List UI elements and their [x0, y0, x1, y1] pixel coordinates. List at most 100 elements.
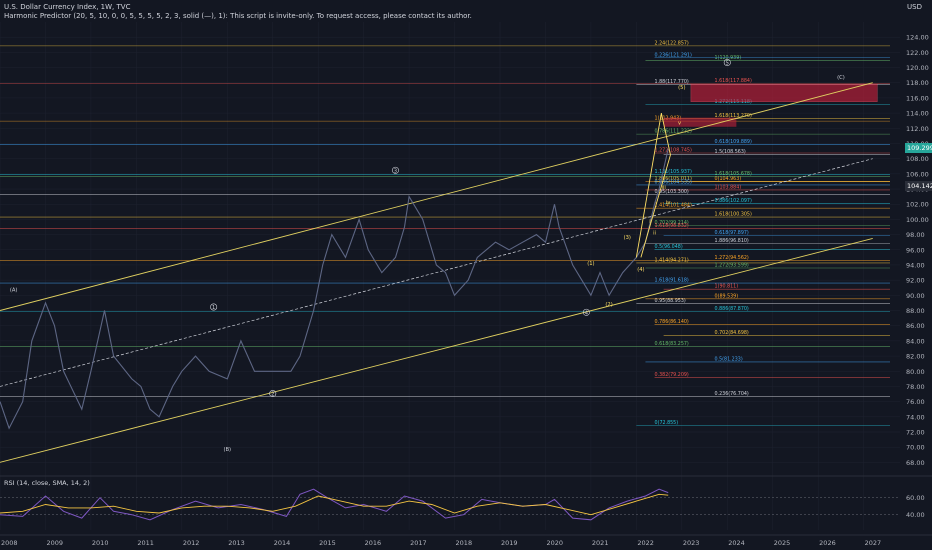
- wave-label-circle: [391, 166, 399, 174]
- y-tick-label: 106.00: [906, 170, 929, 178]
- wave-label: v: [678, 121, 681, 127]
- y-tick-label: 124.00: [906, 34, 929, 42]
- fib-level-label: 1(90.811): [715, 284, 739, 290]
- projection-wedge: [635, 113, 671, 258]
- wave-label: (B): [223, 447, 231, 453]
- x-tick-label: 2015: [319, 539, 336, 547]
- wave-label: 2: [271, 392, 274, 398]
- fib-level-label: 0.95(88.953): [655, 298, 686, 304]
- x-axis: 2008 2009 2010 2011 2012 2013 2014 2015 2016 2017…: [1, 539, 881, 547]
- y-tick-label: 80.00: [906, 368, 925, 376]
- indicator-legend[interactable]: Harmonic Predictor (20, 5, 10, 0, 0, 5, …: [4, 12, 472, 20]
- wave-label-circle: [269, 390, 277, 398]
- x-tick-label: 2014: [274, 539, 291, 547]
- y-tick-label: 112.00: [906, 125, 929, 133]
- fib-level-label: 0.5(81.233): [715, 356, 743, 362]
- wave-label: (2): [605, 302, 612, 308]
- wave-label-circle: [582, 308, 590, 316]
- y-tick-label: 108.00: [906, 155, 929, 163]
- fib-level-label: 0.702(84.698): [715, 330, 749, 336]
- fib-level-label: 1(103.884): [715, 184, 742, 190]
- wave-label: iii: [661, 185, 665, 191]
- wave-label: (1): [587, 261, 594, 267]
- y-tick-label: 68.00: [906, 459, 925, 467]
- x-tick-label: 2013: [228, 539, 245, 547]
- fib-level-label: 0.236(76.704): [715, 391, 749, 397]
- wave-label: (3): [624, 235, 631, 241]
- x-tick-label: 2021: [592, 539, 609, 547]
- x-tick-label: 2026: [819, 539, 836, 547]
- x-tick-label: 2016: [365, 539, 382, 547]
- fib-level-label: 0.618(97.897): [715, 230, 749, 236]
- fib-level-label: 1.131(105.937): [655, 169, 692, 175]
- fib-level-label: 0.886(87.870): [715, 306, 749, 312]
- y-tick-label: 86.00: [906, 322, 925, 330]
- y-tick-label: 92.00: [906, 277, 925, 285]
- fib-level-label: 0.95(103.300): [655, 189, 689, 195]
- fib-level-label: 1.618(113.270): [715, 113, 752, 119]
- x-tick-label: 2018: [456, 539, 473, 547]
- channel-upper: [0, 82, 873, 311]
- x-tick-label: 2019: [501, 539, 518, 547]
- y-tick-label: 76.00: [906, 398, 925, 406]
- target-zone-upper: [690, 84, 878, 102]
- fib-level-label: 0.618(109.889): [715, 139, 752, 145]
- y-tick-label: 122.00: [906, 49, 929, 57]
- x-tick-label: 2010: [92, 539, 109, 547]
- fib-level-label: 0(89.539): [715, 293, 739, 299]
- rsi-tick-label: 40.00: [906, 511, 925, 519]
- fib-level-label: 1.414(101.484): [655, 203, 692, 209]
- fib-level-label: 1.272(115.118): [715, 99, 752, 105]
- price-series: [0, 113, 671, 430]
- y-tick-label: 74.00: [906, 413, 925, 421]
- fib-level-label: 1.272(94.562): [715, 255, 749, 261]
- fib-level-label: 1.618(98.832): [655, 223, 689, 229]
- target-zone-lower: [663, 117, 737, 127]
- fib-level-label: 1.618(105.678): [715, 171, 752, 177]
- current-price-tag: 109.299: [905, 143, 932, 153]
- grid: [0, 22, 932, 536]
- fib-level-label: 0.786(111.232): [655, 129, 692, 135]
- wave-label: 3: [394, 168, 397, 174]
- fib-level-label: 1.272(93.599): [715, 263, 749, 269]
- fib-level-label: 1.886(105.011): [655, 176, 692, 182]
- wave-label: (A): [10, 288, 18, 294]
- x-tick-label: 2022: [637, 539, 654, 547]
- y-tick-label: 120.00: [906, 64, 929, 72]
- fib-levels: 2.24(122.857)1(120.939)0.236(121.291)1.6…: [0, 40, 890, 426]
- fib-level-label: 0.886(104.535): [655, 179, 692, 185]
- wave-label-circle: [723, 59, 731, 67]
- y-tick-label: 114.00: [906, 110, 929, 118]
- y-tick-label: 102.00: [906, 201, 929, 209]
- last-price-tag: 104.142: [905, 181, 932, 191]
- fib-level-label: 0.702(99.214): [655, 220, 689, 226]
- y-tick-label: 72.00: [906, 429, 925, 437]
- fib-level-label: 0.236(121.291): [655, 52, 692, 58]
- x-tick-label: 2011: [137, 539, 154, 547]
- x-tick-label: 2009: [46, 539, 63, 547]
- wave-label-circle: [210, 303, 218, 311]
- y-tick-label: 70.00: [906, 444, 925, 452]
- rsi-legend[interactable]: RSI (14, close, SMA, 14, 2): [4, 479, 90, 487]
- fib-level-label: 1.414(94.271): [655, 257, 689, 263]
- fib-level-label: 0.786(86.140): [655, 319, 689, 325]
- fib-level-label: 1.618(100.305): [715, 212, 752, 218]
- fib-level-label: 1.88(117.770): [655, 79, 689, 85]
- y-tick-label: 98.00: [906, 231, 925, 239]
- y-tick-label: 82.00: [906, 353, 925, 361]
- y-tick-label: 116.00: [906, 94, 929, 102]
- x-tick-label: 2024: [728, 539, 745, 547]
- wave-label: 5: [726, 61, 729, 67]
- fib-level-label: 0.618(83.257): [655, 341, 689, 347]
- x-tick-label: 2023: [683, 539, 700, 547]
- y-tick-label: 88.00: [906, 307, 925, 315]
- x-tick-label: 2027: [865, 539, 882, 547]
- fib-level-label: 1.618(91.618): [655, 278, 689, 284]
- fib-level-label: 0.5(96.048): [655, 244, 683, 250]
- currency-label: USD: [907, 3, 922, 11]
- rsi-ma-line: [0, 493, 669, 516]
- x-tick-label: 2008: [1, 539, 18, 547]
- rsi-line: [0, 488, 669, 521]
